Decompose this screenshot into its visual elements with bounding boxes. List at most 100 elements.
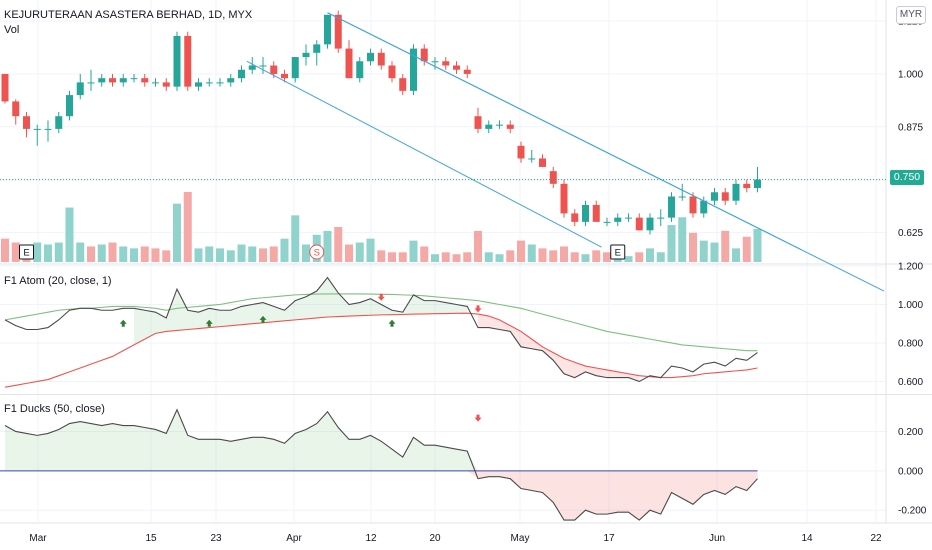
time-tick-label: 20 — [429, 533, 441, 544]
volume-bar — [452, 254, 461, 262]
volume-bar — [398, 252, 407, 262]
time-tick-label: 22 — [870, 533, 882, 544]
volume-bar — [732, 248, 740, 262]
volume-bar — [11, 242, 20, 262]
volume-bar — [345, 244, 353, 262]
volume-bar — [302, 244, 310, 262]
volume-bar — [388, 252, 396, 262]
candle-body — [592, 204, 600, 222]
candle-body — [700, 200, 708, 214]
candle-body — [646, 217, 654, 231]
candle-body — [420, 48, 428, 62]
volume-bar — [624, 256, 633, 262]
atom-tick-label: 1.200 — [898, 262, 923, 273]
candle-body — [689, 196, 697, 214]
sell-signal-arrow — [474, 414, 482, 422]
volume-bar — [248, 246, 257, 262]
ducks-tick-label: 0.000 — [898, 466, 923, 477]
candle-body — [711, 192, 718, 201]
volume-bar — [259, 248, 267, 262]
atom-main-line — [4, 276, 758, 383]
time-tick-label: Mar — [29, 533, 47, 544]
volume-bar — [76, 242, 85, 262]
candle-body — [453, 65, 460, 70]
volume-bar — [33, 242, 42, 262]
currency-button[interactable]: MYR — [896, 6, 926, 24]
volume-bar — [753, 228, 762, 262]
candle-body — [614, 217, 622, 222]
candle-body — [345, 48, 353, 79]
candle-body — [227, 78, 235, 83]
volume-bar — [291, 215, 300, 262]
last-price-tag: 0.750 — [890, 170, 924, 185]
candle-body — [582, 204, 589, 222]
volume-bar — [699, 240, 708, 262]
candle-body — [560, 183, 568, 214]
time-tick-label: 17 — [603, 533, 615, 544]
candle-body — [23, 116, 30, 129]
candle-body — [270, 65, 278, 74]
volume-bar — [742, 236, 751, 262]
candle-body — [388, 65, 396, 79]
atom-slow-line — [4, 293, 758, 352]
volume-bar — [431, 254, 439, 262]
volume-bar — [409, 240, 418, 262]
candle-body — [313, 44, 321, 53]
candle-body — [248, 65, 256, 70]
candle-body — [216, 82, 224, 84]
volume-bar — [173, 203, 181, 262]
candle-body — [130, 78, 138, 80]
volume-label: Vol — [4, 24, 20, 36]
volume-bar — [87, 246, 95, 262]
time-tick-label: Jun — [709, 533, 725, 544]
candle-body — [66, 95, 73, 117]
candle-body — [302, 52, 310, 58]
volume-bar — [484, 252, 493, 262]
buy-signal-arrow — [119, 319, 127, 327]
volume-bar — [549, 250, 558, 262]
split-event-marker: S — [309, 244, 325, 260]
time-tick-label: 23 — [210, 533, 222, 544]
time-tick-label: Apr — [286, 533, 302, 544]
atom-tick-label: 1.000 — [898, 300, 923, 311]
candle-body — [517, 145, 525, 159]
volume-bar — [269, 246, 278, 262]
ducks-tick-label: -0.200 — [898, 506, 927, 517]
sell-signal-arrow — [377, 293, 385, 301]
time-tick-label: May — [511, 533, 530, 544]
earnings-event-marker: E — [610, 244, 626, 260]
volume-bar — [54, 242, 63, 262]
volume-bar — [570, 252, 579, 262]
candle-body — [635, 217, 643, 231]
atom-tick-label: 0.800 — [898, 338, 923, 349]
candle-body — [324, 14, 331, 45]
candle-body — [184, 35, 192, 87]
volume-bar — [226, 250, 235, 262]
candle-body — [485, 124, 493, 129]
volume-bar — [334, 227, 343, 262]
volume-bar — [441, 252, 450, 262]
buy-signal-arrow — [205, 319, 213, 327]
atom-tick-label: 0.600 — [898, 377, 923, 388]
volume-bar — [635, 252, 644, 262]
volume-bar — [194, 248, 203, 262]
atom-indicator-title[interactable]: F1 Atom (20, close, 1) — [4, 275, 112, 287]
candle-body — [109, 78, 116, 83]
volume-bar — [366, 238, 375, 262]
candle-body — [238, 69, 245, 79]
candle-body — [410, 48, 417, 91]
volume-bar — [710, 242, 719, 262]
ducks-indicator-title[interactable]: F1 Ducks (50, close) — [4, 403, 105, 415]
volume-bar — [65, 207, 74, 262]
symbol-title: KEJURUTERAAN ASASTERA BERHAD, 1D, MYX — [4, 9, 253, 21]
volume-bar — [603, 252, 611, 262]
volume-bar — [108, 242, 117, 262]
candle-body — [528, 158, 536, 160]
candle-body — [152, 82, 159, 84]
volume-bar — [119, 246, 128, 262]
volume-bar — [581, 254, 590, 262]
volume-bar — [495, 254, 504, 262]
candle-body — [603, 221, 611, 223]
candle-body — [367, 52, 374, 62]
